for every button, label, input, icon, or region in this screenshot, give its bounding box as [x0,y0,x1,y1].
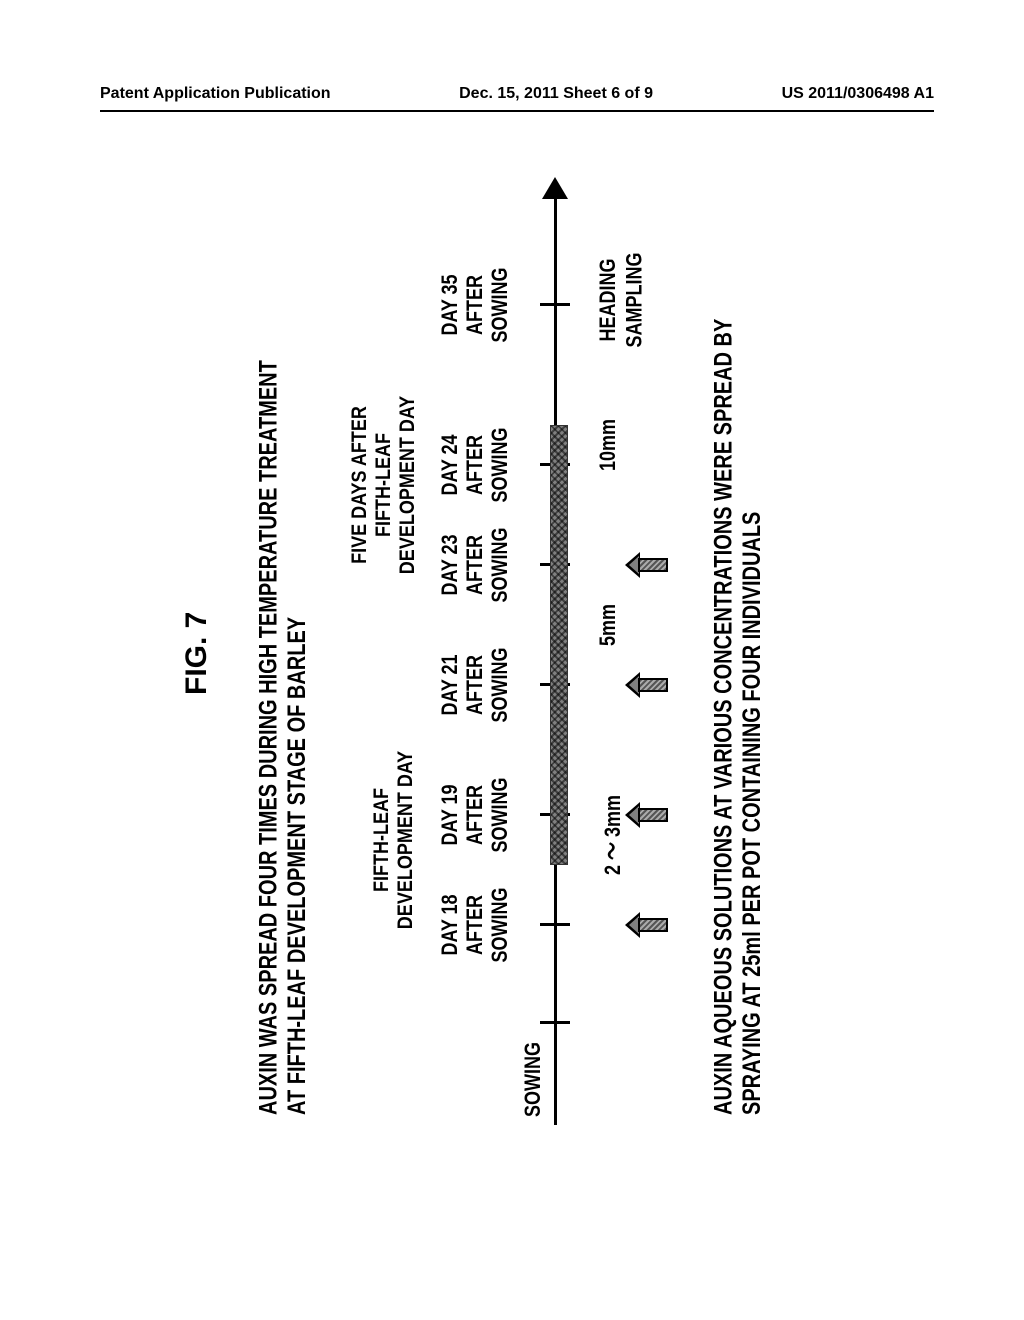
day-label: DAY 18AFTERSOWING [438,880,512,970]
size-label: 5mm [595,575,621,675]
figure-title: AUXIN WAS SPREAD FOUR TIMES DURING HIGH … [255,360,313,1115]
header-center: Dec. 15, 2011 Sheet 6 of 9 [459,85,653,103]
header-rule [100,110,934,112]
day-label: DAY 19AFTERSOWING [438,770,512,860]
header-right: US 2011/0306498 A1 [782,85,934,103]
spray-up-arrow-icon [625,552,670,578]
upper-label-fifth-leaf: FIFTH-LEAFDEVELOPMENT DAY [370,745,418,935]
figure-title-line2: AT FIFTH-LEAF DEVELOPMENT STAGE OF BARLE… [284,360,313,1115]
footer-line2: SPRAYING AT 25ml PER POT CONTAINING FOUR… [739,319,768,1115]
figure-label: FIG. 7 [180,612,214,695]
figure-title-line1: AUXIN WAS SPREAD FOUR TIMES DURING HIGH … [255,360,284,1115]
timeline-arrowhead-icon [542,177,568,199]
day-label: DAY 24AFTERSOWING [438,420,512,510]
day-label: DAY 35AFTERSOWING [438,260,512,350]
spray-up-arrow-icon [625,802,670,828]
figure-footer: AUXIN AQUEOUS SOLUTIONS AT VARIOUS CONCE… [710,319,768,1115]
page-header: Patent Application Publication Dec. 15, … [0,85,1024,103]
size-label: 2 ～ 3mm [595,785,628,885]
day-label: DAY 21AFTERSOWING [438,640,512,730]
timeline-tick [540,1021,570,1024]
figure-rotated-content: FIG. 7 AUXIN WAS SPREAD FOUR TIMES DURIN… [180,175,820,1125]
spray-up-arrow-icon [625,912,670,938]
timeline-tick [540,923,570,926]
header-left: Patent Application Publication [100,85,331,103]
footer-line1: AUXIN AQUEOUS SOLUTIONS AT VARIOUS CONCE… [710,319,739,1115]
figure-container: FIG. 7 AUXIN WAS SPREAD FOUR TIMES DURIN… [180,485,1024,1125]
heading-line2: SAMPLING [621,245,647,355]
heading-sampling-label: HEADING SAMPLING [595,245,647,355]
size-label: 10mm [595,395,621,495]
high-temp-treatment-bar [550,425,568,865]
day-label: DAY 23AFTERSOWING [438,520,512,610]
timeline-tick [540,303,570,306]
heading-line1: HEADING [595,245,621,355]
upper-label-five-days: FIVE DAYS AFTERFIFTH-LEAFDEVELOPMENT DAY [348,390,419,580]
spray-up-arrow-icon [625,672,670,698]
